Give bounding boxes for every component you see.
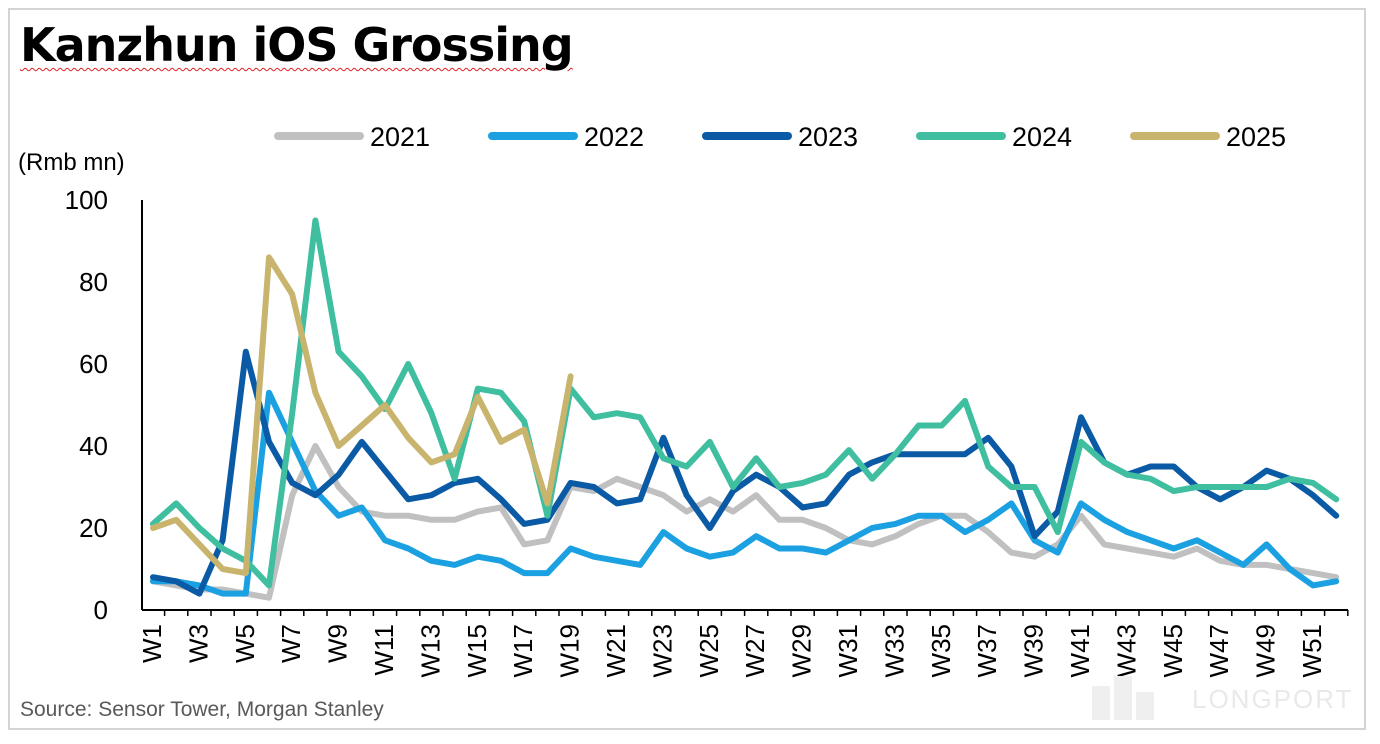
x-tick-label: W27 — [740, 624, 770, 677]
x-tick-label: W1 — [137, 624, 167, 663]
x-tick-label: W15 — [462, 624, 492, 677]
y-tick-label: 80 — [79, 267, 108, 297]
y-tick-label: 0 — [94, 595, 108, 625]
y-axis-label: (Rmb mn) — [18, 149, 125, 176]
watermark-logo-icon — [1092, 672, 1162, 722]
axes: 0 20 40 60 80 100 (Rmb mn) W1 W3 W5 W7 W9 W11 W13 W15 W… — [18, 149, 1349, 677]
x-tick-label: W19 — [555, 624, 585, 677]
series-line-2022 — [150, 389, 1340, 597]
x-tick-label: W29 — [787, 624, 817, 677]
title-spellcheck-word: Kanzhun iOS Grossing — [20, 18, 574, 72]
legend-label-2025: 2025 — [1226, 122, 1286, 152]
source-note: Source: Sensor Tower, Morgan Stanley — [20, 698, 384, 721]
series-layer — [150, 217, 1340, 601]
legend-label-2023: 2023 — [798, 122, 858, 152]
legend-label-2024: 2024 — [1012, 122, 1072, 152]
chart-title: Kanzhun iOS Grossing — [20, 22, 574, 68]
x-tick-label: W25 — [694, 624, 724, 677]
x-tick-label: W37 — [972, 624, 1002, 677]
x-tick-label: W35 — [926, 624, 956, 677]
x-tick-label: W49 — [1251, 624, 1281, 677]
x-tick-label: W11 — [369, 624, 399, 676]
x-tick-label: W9 — [323, 624, 353, 663]
y-tick-label: 40 — [79, 431, 108, 461]
x-tick-label: W39 — [1019, 624, 1049, 677]
x-tick-label: W45 — [1158, 624, 1188, 677]
legend-label-2021: 2021 — [370, 122, 430, 152]
x-tick-label: W41 — [1065, 624, 1095, 677]
y-tick-label: 100 — [65, 185, 108, 215]
legend: 2021 2022 2023 2024 2025 — [274, 122, 1286, 152]
x-tick-label: W17 — [508, 624, 538, 677]
watermark-text: LONGPORT — [1192, 684, 1354, 714]
x-tick-label: W47 — [1204, 624, 1234, 677]
x-tick-label: W43 — [1111, 624, 1141, 677]
series-line-2021 — [150, 443, 1340, 601]
x-tick-label: W13 — [415, 624, 445, 677]
series-line-2025 — [150, 254, 574, 577]
x-tick-label: W7 — [276, 624, 306, 663]
series-line-2023 — [150, 348, 1340, 597]
y-tick-label: 20 — [79, 513, 108, 543]
series-line-2024 — [150, 217, 1340, 589]
x-tick-label: W5 — [230, 624, 260, 663]
x-tick-label: W23 — [647, 624, 677, 677]
y-tick-label: 60 — [79, 349, 108, 379]
x-tick-label: W21 — [601, 624, 631, 677]
legend-label-2022: 2022 — [584, 122, 644, 152]
x-tick-label: W31 — [833, 624, 863, 677]
x-tick-label: W51 — [1297, 624, 1327, 677]
x-tick-label: W3 — [183, 624, 213, 663]
x-tick-label: W33 — [879, 624, 909, 677]
